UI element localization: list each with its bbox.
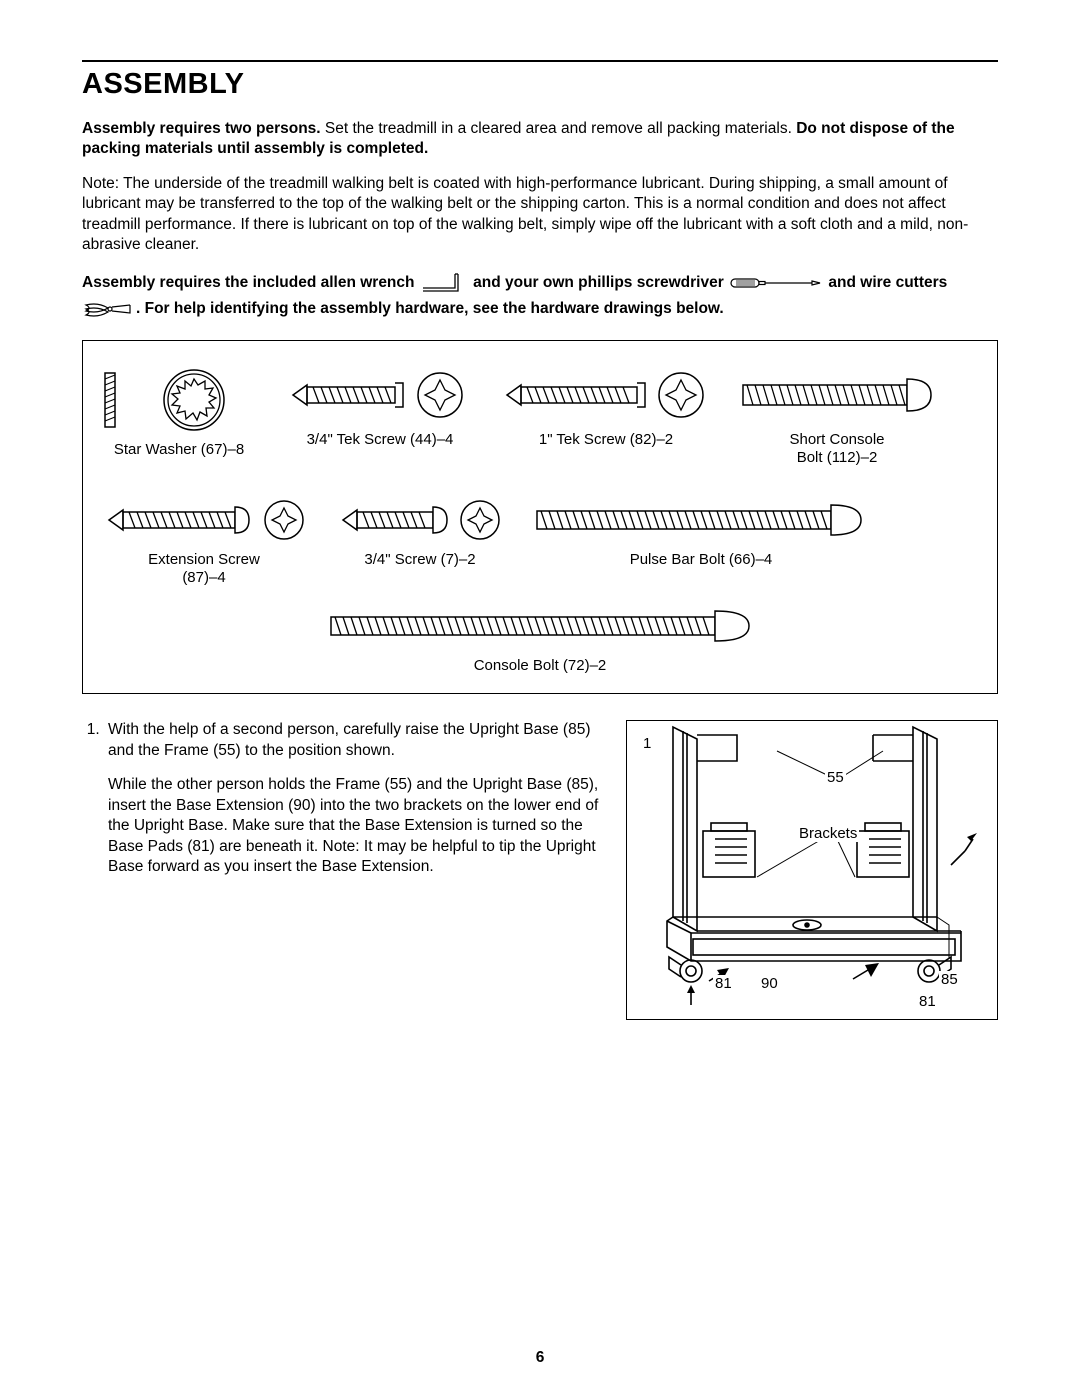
short-console-icon [737, 365, 937, 425]
hw-console-bolt-label: Console Bolt (72)–2 [474, 657, 607, 675]
hw-screw-34-label: 3/4" Screw (7)–2 [364, 551, 475, 569]
console-bolt-icon [325, 601, 755, 651]
section-title: ASSEMBLY [82, 68, 998, 101]
hardware-row-1: Star Washer (67)–8 3/4" Tek Screw (44)–4 [99, 365, 981, 467]
hw-screw-34: 3/4" Screw (7)–2 [335, 495, 505, 569]
top-rule [82, 60, 998, 62]
page: ASSEMBLY Assembly requires two persons. … [0, 0, 1080, 1397]
intro-paragraph: Assembly requires two persons. Set the t… [82, 119, 998, 256]
tek-1-icon [501, 365, 711, 425]
hw-extension-screw: Extension Screw (87)–4 [99, 495, 309, 587]
star-washer-icon [99, 365, 259, 435]
hw-tek-34: 3/4" Tek Screw (44)–4 [285, 365, 475, 449]
tools-text-3: and wire cutters [828, 274, 947, 291]
fig-label-81b: 81 [917, 993, 938, 1010]
screw-34-icon [335, 495, 505, 545]
tek-34-icon [285, 365, 475, 425]
wire-cutters-icon [84, 300, 134, 318]
intro-plain-1: Set the treadmill in a cleared area and … [321, 120, 797, 137]
allen-wrench-icon [421, 271, 467, 295]
tools-text-1: Assembly requires the included allen wre… [82, 274, 415, 291]
hw-pulse-bar-label: Pulse Bar Bolt (66)–4 [630, 551, 773, 569]
hw-tek-34-label: 3/4" Tek Screw (44)–4 [307, 431, 454, 449]
pulse-bar-icon [531, 495, 871, 545]
fig-label-85: 85 [939, 971, 960, 988]
step-1-p1: With the help of a second person, carefu… [108, 720, 604, 761]
hw-tek-1: 1" Tek Screw (82)–2 [501, 365, 711, 449]
page-number: 6 [0, 1349, 1080, 1367]
hardware-row-3: Console Bolt (72)–2 [99, 601, 981, 675]
tools-text-4: . For help identifying the assembly hard… [136, 300, 724, 317]
hw-short-console-label: Short Console Bolt (112)–2 [789, 431, 884, 467]
hw-extension-screw-label: Extension Screw (87)–4 [148, 551, 260, 587]
hw-pulse-bar: Pulse Bar Bolt (66)–4 [531, 495, 871, 569]
fig-label-90: 90 [759, 975, 780, 992]
hw-star-washer-label: Star Washer (67)–8 [114, 441, 244, 459]
tools-line: Assembly requires the included allen wre… [82, 270, 998, 323]
hw-console-bolt: Console Bolt (72)–2 [325, 601, 755, 675]
screwdriver-icon [730, 276, 822, 290]
hw-short-console: Short Console Bolt (112)–2 [737, 365, 937, 467]
intro-bold-1: Assembly requires two persons. [82, 120, 321, 137]
step-1-area: With the help of a second person, carefu… [82, 720, 998, 1020]
fig-label-55: 55 [825, 769, 846, 786]
note-paragraph: Note: The underside of the treadmill wal… [82, 174, 998, 256]
fig-step-num: 1 [641, 735, 653, 752]
fig-label-brackets: Brackets [797, 825, 859, 842]
extension-screw-icon [99, 495, 309, 545]
hw-star-washer: Star Washer (67)–8 [99, 365, 259, 459]
hardware-box: Star Washer (67)–8 3/4" Tek Screw (44)–4 [82, 340, 998, 694]
step-1-figure: 1 55 Brackets 81 90 85 81 [626, 720, 998, 1020]
hardware-row-2: Extension Screw (87)–4 3/4" Screw (7)–2 [99, 495, 981, 587]
fig-label-81a: 81 [713, 975, 734, 992]
tools-text-2: and your own phillips screwdriver [473, 274, 724, 291]
hw-tek-1-label: 1" Tek Screw (82)–2 [539, 431, 673, 449]
step-1-text: With the help of a second person, carefu… [82, 720, 604, 1020]
step-1-p2: While the other person holds the Frame (… [108, 775, 604, 877]
